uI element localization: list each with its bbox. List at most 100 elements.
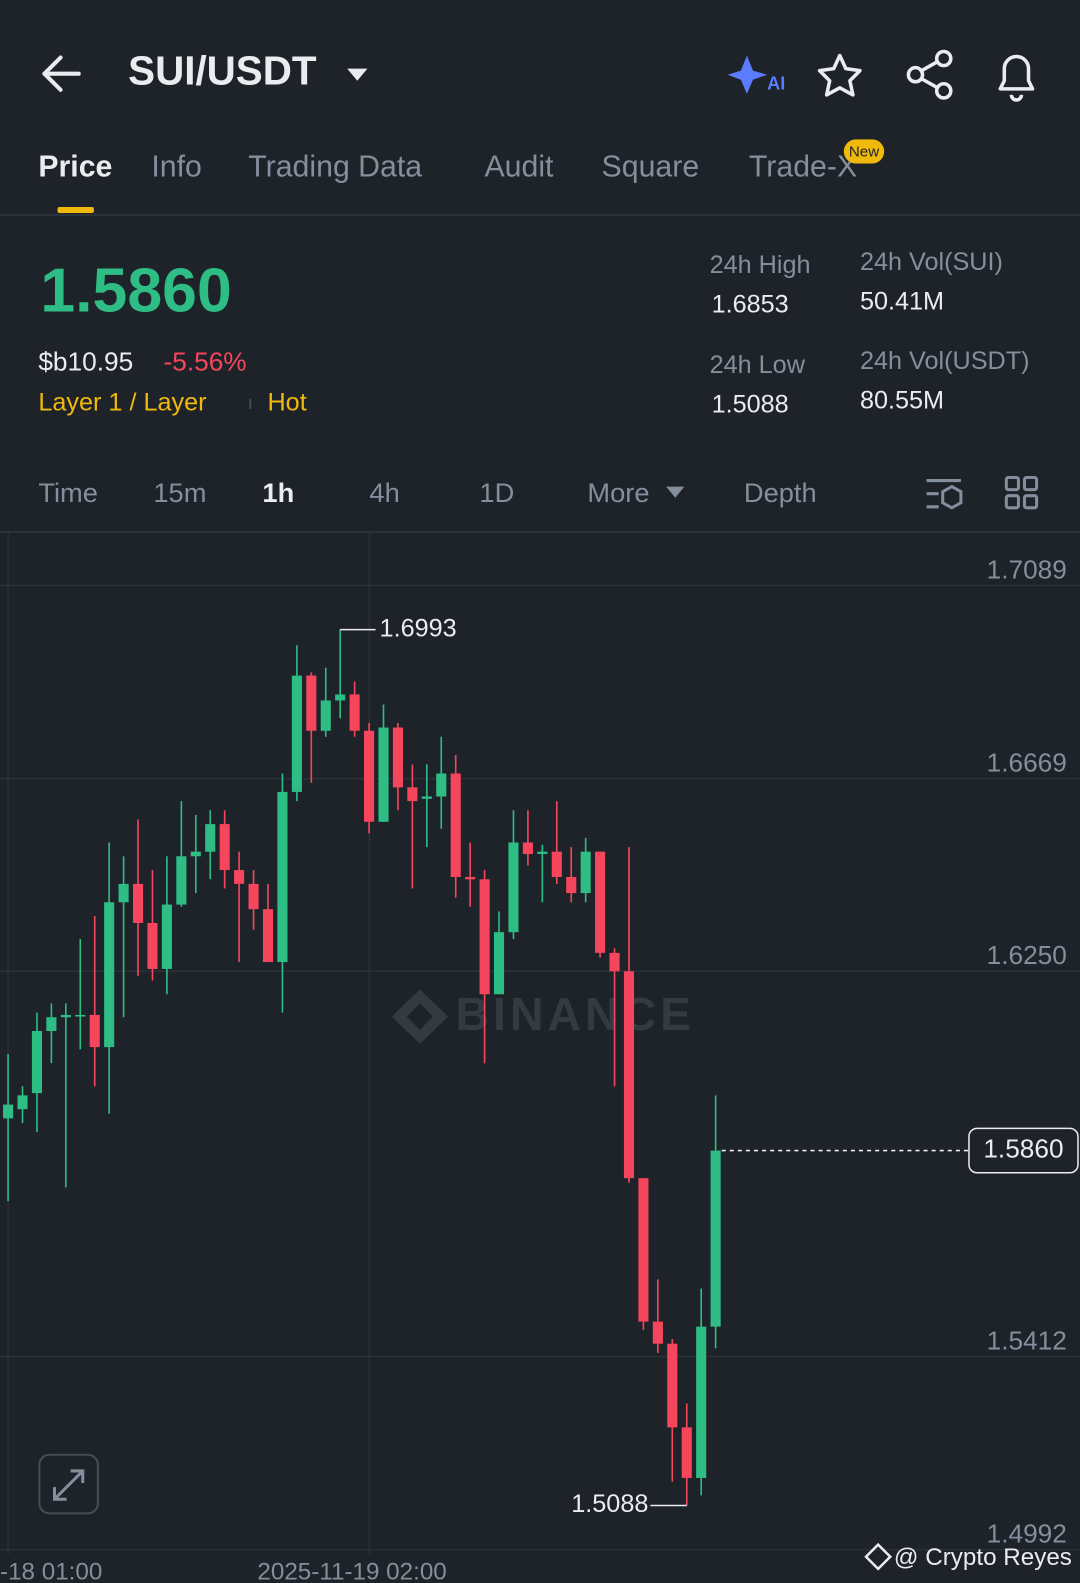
candle-body bbox=[407, 787, 418, 802]
interval[interactable]: 4h bbox=[369, 477, 399, 508]
stat-value: 1.5088 bbox=[712, 391, 789, 419]
candle-body bbox=[132, 883, 144, 923]
y-tick-label: 1.7089 bbox=[987, 554, 1067, 584]
interval[interactable]: Depth bbox=[744, 477, 817, 508]
candle-body bbox=[17, 1095, 28, 1110]
high-marker-label: 1.6993 bbox=[380, 614, 457, 642]
candle-body bbox=[392, 727, 403, 788]
stat-value: 1.6853 bbox=[712, 291, 789, 319]
price-change: -5.56% bbox=[164, 346, 247, 376]
candle-body bbox=[580, 851, 591, 894]
candle-body bbox=[335, 694, 346, 701]
interval[interactable]: More bbox=[587, 477, 649, 508]
candle-body bbox=[465, 876, 476, 880]
interval[interactable]: 1D bbox=[479, 477, 514, 508]
watermark: BINANCE bbox=[455, 988, 695, 1040]
tab[interactable]: Trade-X bbox=[749, 151, 857, 184]
more-caret[interactable] bbox=[666, 486, 685, 498]
y-tick-label: 1.5412 bbox=[987, 1325, 1067, 1355]
candle-body bbox=[277, 791, 288, 963]
candle-body bbox=[31, 1031, 43, 1094]
last-price-tag bbox=[968, 1127, 1079, 1174]
candle-body bbox=[3, 1104, 14, 1119]
favorite-button[interactable] bbox=[817, 53, 862, 97]
candle-body bbox=[609, 952, 620, 972]
tab[interactable]: Audit bbox=[484, 151, 554, 184]
layout-button[interactable] bbox=[1004, 476, 1039, 510]
interval[interactable]: 15m bbox=[153, 477, 206, 508]
back-button[interactable] bbox=[42, 55, 81, 92]
alert-button[interactable] bbox=[998, 54, 1035, 102]
candle-body bbox=[436, 773, 447, 797]
expand-button[interactable] bbox=[38, 1453, 99, 1515]
candle-body bbox=[493, 932, 505, 995]
last-price-label: 1.5860 bbox=[983, 1134, 1063, 1164]
candle-body bbox=[161, 904, 172, 969]
tag[interactable]: Layer 1 / Layer bbox=[38, 388, 206, 416]
tab[interactable]: Square bbox=[602, 151, 700, 184]
candle-body bbox=[234, 870, 245, 884]
candle-body bbox=[566, 876, 577, 894]
stat-value: 50.41M bbox=[860, 288, 944, 316]
stat-label: 24h High bbox=[710, 251, 811, 279]
candle-body bbox=[89, 1014, 100, 1048]
candle-body bbox=[75, 1014, 86, 1017]
candle-body bbox=[60, 1014, 71, 1018]
candle-body bbox=[147, 922, 158, 969]
tag[interactable]: Hot bbox=[267, 388, 306, 416]
credit: @ Crypto Reyes bbox=[894, 1544, 1072, 1571]
candle-body bbox=[551, 851, 562, 877]
candle-body bbox=[190, 851, 201, 857]
low-marker-label: 1.5088 bbox=[571, 1490, 648, 1518]
new-badge: New bbox=[849, 143, 879, 160]
svg-text:AI: AI bbox=[767, 74, 785, 94]
plot: 1.7089 1.6669 1.6250 1.5412 1.4992 1.6993 1.50… bbox=[0, 554, 1080, 1551]
candle-body bbox=[378, 727, 389, 822]
candle-body bbox=[652, 1321, 663, 1344]
candle-body bbox=[349, 694, 360, 731]
last-price: 1.5860 bbox=[40, 255, 231, 325]
ai-button[interactable]: AI bbox=[727, 55, 786, 94]
candle-body bbox=[595, 851, 606, 953]
candle-body bbox=[421, 796, 432, 799]
stat-label: 24h Low bbox=[710, 351, 806, 379]
tab[interactable]: Price bbox=[38, 151, 112, 184]
candle-body bbox=[479, 879, 490, 995]
y-tick-label: 1.6669 bbox=[987, 747, 1067, 777]
candle-body bbox=[667, 1343, 678, 1428]
fiat-price: $b10.95 bbox=[38, 346, 133, 376]
candle-body bbox=[46, 1017, 57, 1032]
indicator-settings[interactable] bbox=[926, 479, 963, 510]
candle-body bbox=[537, 851, 548, 854]
candle-body bbox=[508, 842, 519, 933]
watermark-logo bbox=[391, 989, 449, 1044]
candle-body bbox=[320, 700, 331, 731]
interval[interactable]: Time bbox=[38, 477, 98, 508]
x-tick-label: -18 01:00 bbox=[0, 1558, 102, 1583]
tab-indicator bbox=[57, 206, 94, 214]
pair-dropdown[interactable] bbox=[347, 68, 368, 81]
tab[interactable]: Info bbox=[151, 151, 201, 184]
pair-title[interactable]: SUI/USDT bbox=[128, 47, 317, 93]
interval[interactable]: 1h bbox=[262, 477, 294, 508]
share-button[interactable] bbox=[906, 49, 953, 100]
candle-body bbox=[104, 902, 115, 1048]
candle-body bbox=[291, 675, 302, 792]
candle-body bbox=[262, 909, 274, 963]
y-tick-label: 1.6250 bbox=[987, 940, 1067, 970]
stat-value: 80.55M bbox=[860, 386, 944, 414]
candle-body bbox=[306, 675, 317, 731]
tab[interactable]: Trading Data bbox=[248, 151, 422, 184]
candle-body bbox=[205, 824, 216, 852]
x-tick-label: 2025-11-19 02:00 bbox=[257, 1558, 446, 1583]
candle-body bbox=[118, 883, 129, 903]
candle-body bbox=[623, 971, 635, 1179]
candle-body bbox=[696, 1326, 707, 1478]
candle-body bbox=[248, 883, 259, 910]
credit-logo bbox=[864, 1542, 893, 1571]
candle-body bbox=[364, 730, 375, 822]
candle-body bbox=[219, 824, 230, 871]
